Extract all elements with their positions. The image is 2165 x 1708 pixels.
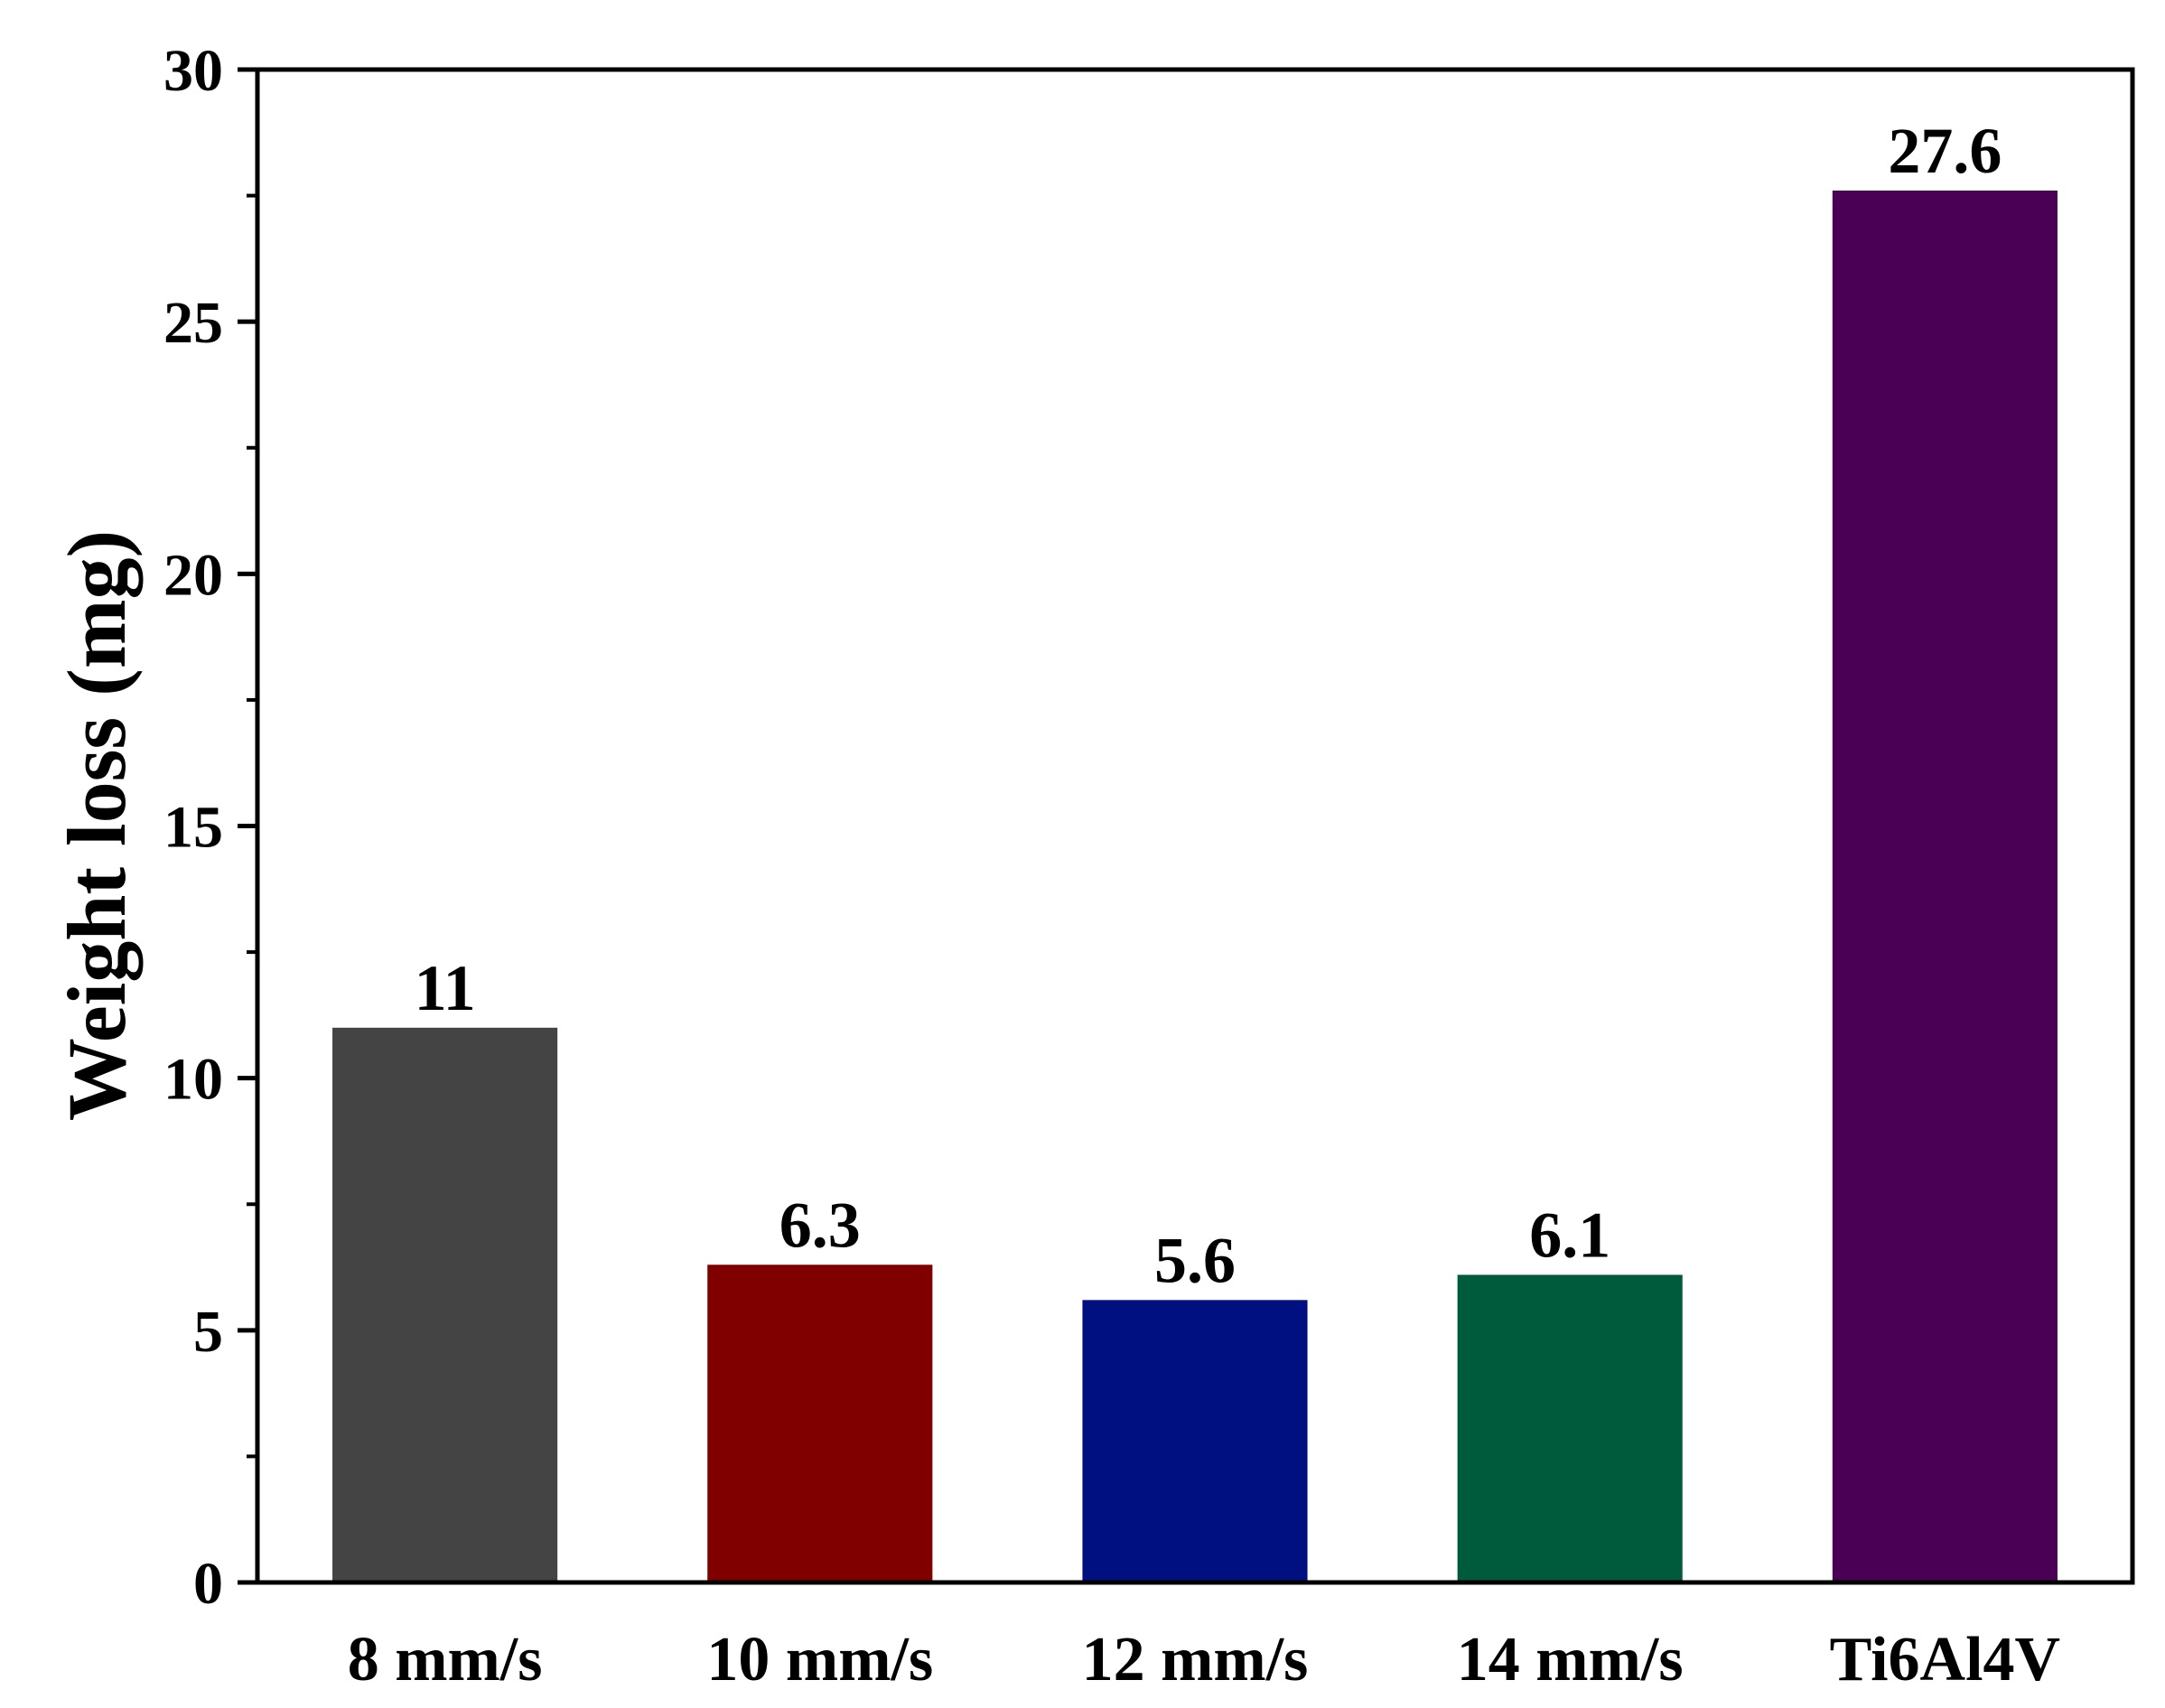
y-tick-label-10: 10 [163, 1047, 223, 1113]
plot-area-frame [255, 67, 2135, 1585]
x-tick-label-5: Ti6Al4V [1830, 1625, 2060, 1694]
y-tick-label-20: 20 [163, 542, 223, 608]
x-tick-label-3: 12 mm/s [1082, 1625, 1309, 1694]
y-tick-label-5: 5 [193, 1299, 223, 1365]
y-axis-title: Weight loss (mg) [51, 530, 143, 1121]
y-axis-ticks: 0 5 10 15 20 25 30 [163, 38, 257, 1617]
data-label-3: 5.6 [1154, 1224, 1236, 1296]
data-label-2: 6.3 [779, 1189, 861, 1261]
x-axis-category-labels: 8 mm/s 10 mm/s 12 mm/s 14 mm/s Ti6Al4V [348, 1625, 2060, 1694]
bar-3 [1082, 1300, 1308, 1582]
data-labels-layer: 11 6.3 5.6 6.1 27.6 [415, 115, 2002, 1296]
data-label-1: 11 [415, 952, 476, 1024]
y-tick-label-25: 25 [163, 290, 223, 356]
data-label-5: 27.6 [1888, 115, 2002, 187]
bar-4 [1457, 1274, 1683, 1582]
y-tick-label-15: 15 [163, 795, 223, 861]
bar-1 [332, 1027, 558, 1582]
y-tick-label-30: 30 [163, 38, 223, 104]
bars-layer [332, 191, 2058, 1582]
bar-5 [1832, 191, 2058, 1582]
x-tick-label-4: 14 mm/s [1457, 1625, 1684, 1694]
x-tick-label-2: 10 mm/s [706, 1625, 933, 1694]
x-tick-label-1: 8 mm/s [348, 1625, 543, 1694]
y-tick-label-0: 0 [193, 1551, 223, 1617]
data-label-4: 6.1 [1529, 1199, 1610, 1271]
bar-2 [707, 1265, 933, 1582]
